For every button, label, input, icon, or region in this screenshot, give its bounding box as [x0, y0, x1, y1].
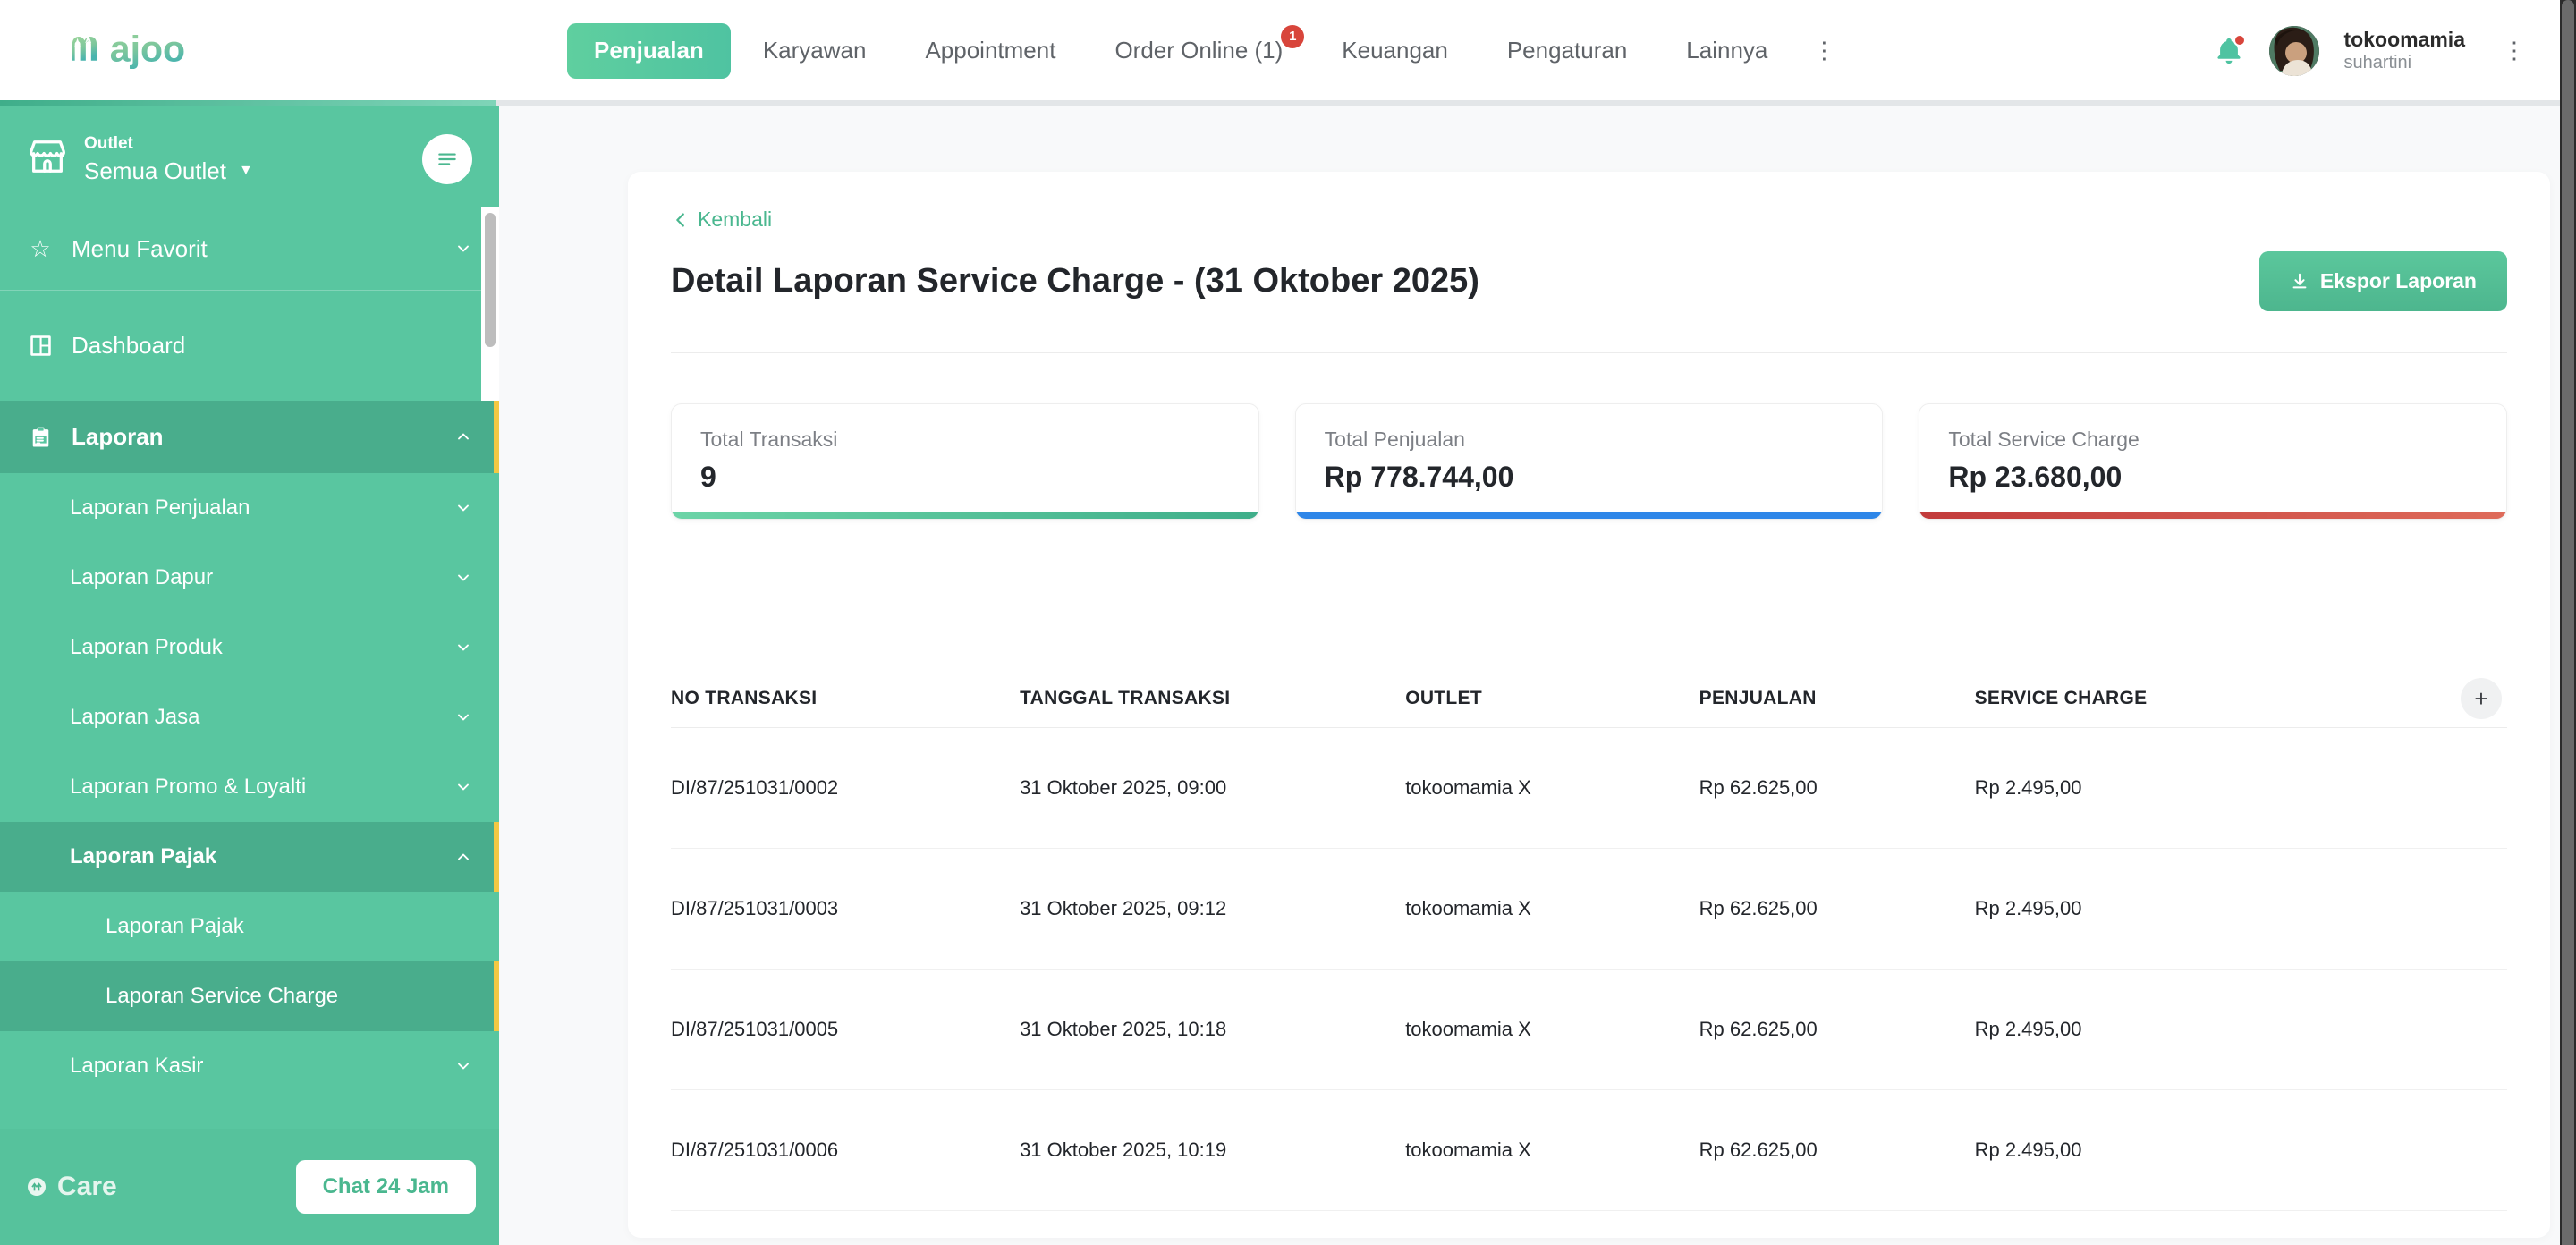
svg-text:ajoo: ajoo [110, 28, 185, 69]
